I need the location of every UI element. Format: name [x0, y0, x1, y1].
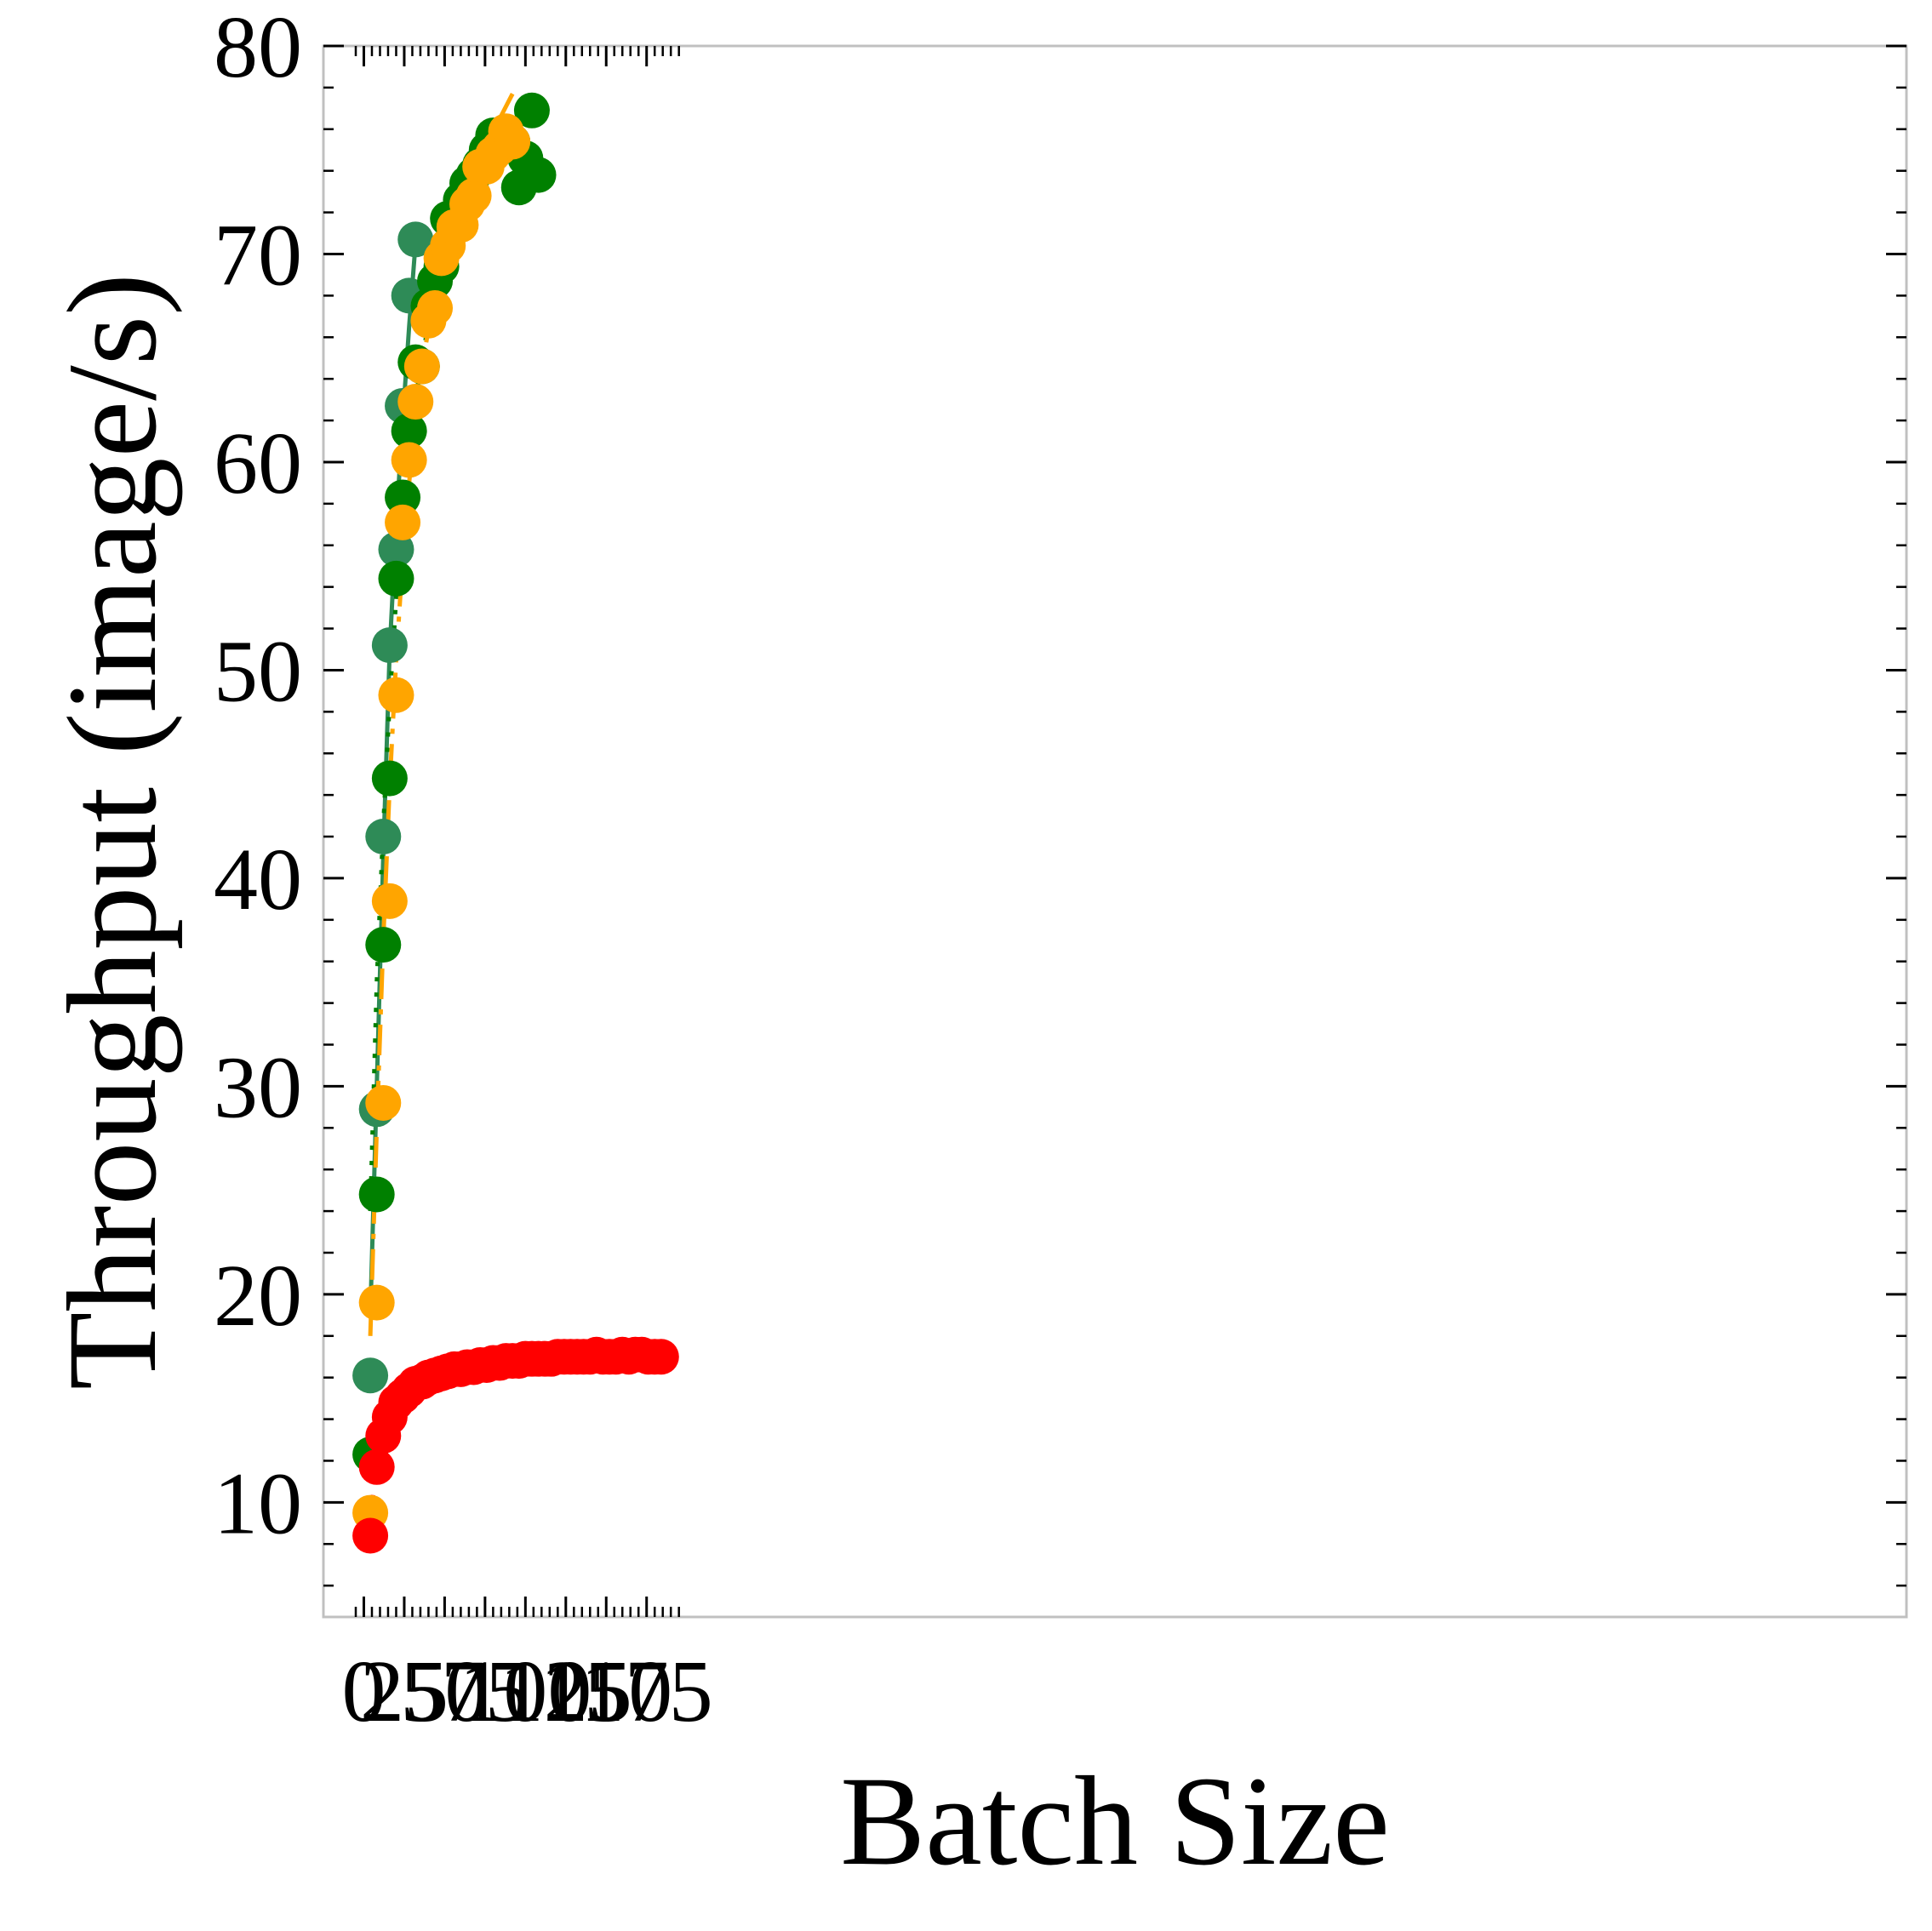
data-point-series-4 — [358, 1448, 395, 1485]
data-point-series-2 — [365, 927, 402, 963]
y-tick-label: 60 — [214, 414, 302, 512]
fit-lines — [368, 93, 540, 1517]
data-point-series-1 — [397, 221, 434, 258]
y-tick-label: 70 — [214, 206, 302, 304]
plot-frame — [322, 44, 1908, 1619]
data-point-series-3 — [385, 504, 421, 540]
y-tick-label: 50 — [214, 622, 302, 720]
data-point-series-3 — [403, 348, 440, 385]
x-axis-title: Batch Size — [840, 1751, 1390, 1892]
y-tick-label: 80 — [214, 0, 302, 96]
y-tick-label: 20 — [214, 1247, 302, 1345]
y-tick-label: 10 — [214, 1454, 302, 1552]
data-point-series-2 — [378, 560, 414, 597]
data-point-series-1 — [365, 819, 402, 855]
x-tick-label: 75 — [441, 1642, 529, 1740]
data-markers — [352, 92, 679, 1554]
data-point-series-3 — [417, 290, 454, 327]
x-tick-label: 175 — [580, 1642, 713, 1740]
data-point-series-4 — [352, 1517, 389, 1554]
y-tick-label: 40 — [214, 831, 302, 928]
x-tick-label: 50 — [400, 1642, 489, 1740]
data-point-series-4 — [643, 1339, 679, 1375]
data-point-series-3 — [397, 384, 434, 420]
data-point-series-2 — [371, 760, 408, 797]
data-point-series-3 — [455, 178, 492, 214]
y-tick-labels: 10 20 30 40 50 60 70 80 — [214, 0, 302, 1552]
data-point-series-1 — [378, 531, 414, 568]
data-point-series-1 — [352, 1357, 389, 1394]
data-point-series-2 — [391, 413, 427, 449]
data-point-series-2 — [513, 92, 550, 129]
data-point-series-2 — [385, 479, 421, 516]
x-tick-label: 125 — [500, 1642, 632, 1740]
y-tick-label: 30 — [214, 1038, 302, 1136]
data-point-series-3 — [358, 1284, 395, 1321]
y-axis-title: Throughput (image/s) — [42, 273, 183, 1390]
x-tick-label: 0 — [342, 1642, 386, 1740]
x-tick-label: 150 — [540, 1642, 672, 1740]
data-point-series-3 — [365, 1084, 402, 1121]
data-point-series-3 — [378, 677, 414, 713]
x-tick-label: 25 — [360, 1642, 449, 1740]
x-tick-label: 100 — [459, 1642, 592, 1740]
data-point-series-3 — [494, 123, 531, 160]
data-point-series-2 — [520, 157, 557, 193]
data-point-series-3 — [391, 442, 427, 478]
ticks — [323, 44, 1906, 1617]
data-point-series-3 — [371, 883, 408, 919]
data-point-series-1 — [371, 627, 408, 664]
data-point-series-2 — [358, 1176, 395, 1213]
